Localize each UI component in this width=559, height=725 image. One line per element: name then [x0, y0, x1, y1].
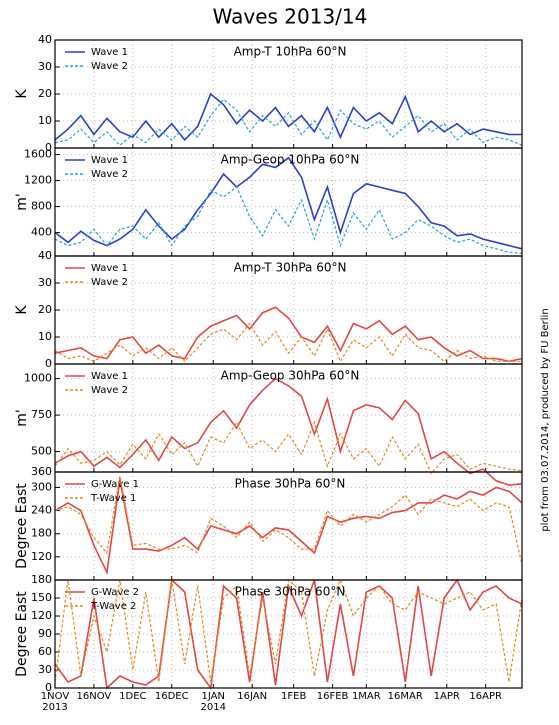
- x-tick-label: 16JAN: [237, 691, 267, 702]
- series-line: [54, 479, 523, 576]
- legend-label: Wave 2: [91, 169, 128, 180]
- y-tick-label: 1200: [24, 174, 52, 187]
- legend-label: Wave 2: [91, 385, 128, 396]
- series-line: [54, 92, 522, 142]
- y-tick-label: 750: [31, 408, 52, 421]
- y-axis-label: K: [14, 305, 30, 315]
- panel-title: Phase 30hPa 60°N: [235, 477, 346, 491]
- x-tick-label: 1MAR: [352, 691, 381, 702]
- legend-label: T-Wave 2: [90, 601, 136, 612]
- series-line: [54, 156, 523, 250]
- year-label: 2014: [201, 702, 226, 713]
- y-tick-label: 40: [38, 249, 52, 262]
- y-tick-label: 150: [31, 591, 52, 604]
- y-tick-label: 1600: [24, 148, 52, 161]
- legend-label: Wave 1: [91, 47, 128, 58]
- panel-title: Amp-T 10hPa 60°N: [234, 45, 347, 59]
- x-tick-label: 1APR: [434, 691, 460, 702]
- x-tick-label: 16DEC: [155, 691, 189, 702]
- panel-title: Amp-T 30hPa 60°N: [234, 261, 347, 275]
- panel-title: Phase 30hPa 60°N: [235, 585, 346, 599]
- series-line: [54, 578, 523, 691]
- y-tick-label: 300: [31, 480, 52, 493]
- y-tick-label: 0: [45, 681, 52, 694]
- series-line: [54, 475, 523, 565]
- y-axis-label: Degree East: [14, 483, 30, 569]
- y-tick-label: 400: [31, 226, 52, 239]
- chart-title: Waves 2013/14: [213, 5, 368, 29]
- y-axis-label: K: [14, 89, 30, 99]
- legend-label: Wave 1: [91, 371, 128, 382]
- x-tick-label: 1DEC: [119, 691, 146, 702]
- x-tick-label: 1FEB: [281, 691, 306, 702]
- y-tick-label: 0: [45, 357, 52, 370]
- series-line: [54, 377, 523, 486]
- y-tick-label: 500: [31, 445, 52, 458]
- legend-label: Wave 2: [91, 277, 128, 288]
- series-line: [54, 186, 523, 254]
- panel-title: Amp-Geop 10hPa 60°N: [221, 153, 360, 167]
- panel-frame: [54, 579, 523, 689]
- y-tick-label: 120: [31, 609, 52, 622]
- y-axis-label: Degree East: [14, 591, 30, 677]
- y-tick-label: 800: [31, 200, 52, 213]
- y-tick-label: 30: [38, 276, 52, 289]
- y-axis-label: m': [14, 193, 30, 211]
- x-tick-label: 16APR: [469, 691, 502, 702]
- y-tick-label: 1000: [24, 372, 52, 385]
- x-tick-label: 1NOV: [41, 691, 70, 702]
- y-tick-label: 20: [38, 303, 52, 316]
- y-tick-label: 10: [38, 114, 52, 127]
- series-line: [54, 420, 523, 475]
- panel-title: Amp-Geop 30hPa 60°N: [221, 369, 360, 383]
- y-tick-label: 90: [38, 627, 52, 640]
- x-tick-label: 16FEB: [317, 691, 349, 702]
- x-tick-label: 16MAR: [388, 691, 423, 702]
- series-line: [54, 322, 522, 363]
- y-axis-label: m': [14, 409, 30, 427]
- year-label: 2013: [42, 702, 67, 713]
- y-tick-label: 240: [31, 504, 52, 517]
- x-tick-label: 1JAN: [202, 691, 225, 702]
- legend-label: Wave 1: [91, 263, 128, 274]
- series-line: [54, 306, 523, 363]
- y-tick-label: 10: [38, 330, 52, 343]
- y-tick-label: 180: [31, 573, 52, 586]
- y-tick-label: 120: [31, 550, 52, 563]
- y-tick-label: 30: [38, 663, 52, 676]
- y-tick-label: 20: [38, 87, 52, 100]
- legend-label: G-Wave 1: [91, 479, 139, 490]
- legend-label: Wave 2: [91, 61, 128, 72]
- y-tick-label: 60: [38, 645, 52, 658]
- y-tick-label: 0: [45, 141, 52, 154]
- legend-label: Wave 1: [91, 155, 128, 166]
- footnote: plot from 03.07.2014, produced by FU Ber…: [540, 308, 551, 531]
- y-tick-label: 180: [31, 527, 52, 540]
- series-line: [54, 98, 523, 147]
- legend-label: T-Wave 1: [90, 493, 136, 504]
- legend-label: G-Wave 2: [91, 587, 139, 598]
- y-tick-label: 30: [38, 60, 52, 73]
- y-tick-label: 40: [38, 33, 52, 46]
- x-tick-label: 16NOV: [77, 691, 112, 702]
- y-tick-label: 360: [31, 465, 52, 478]
